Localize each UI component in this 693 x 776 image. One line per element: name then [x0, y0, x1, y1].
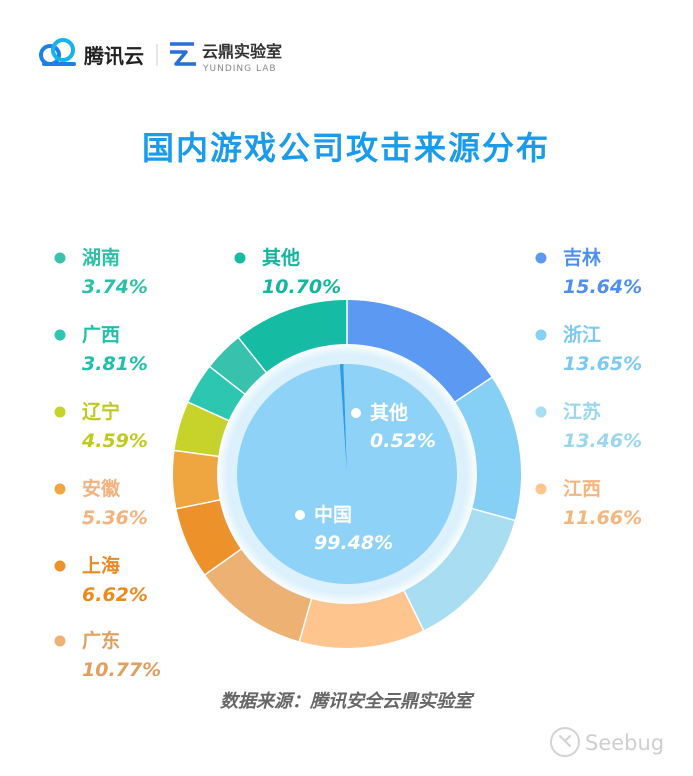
- legend-label: 湖南: [82, 247, 120, 269]
- legend-label: 安徽: [82, 477, 121, 500]
- inner-label-value: 99.48%: [314, 532, 393, 554]
- outer-slice-s38776: [188, 366, 245, 421]
- slice-separator: [471, 507, 516, 522]
- outer-slice-s99170: [404, 508, 515, 631]
- legend-value: 13.46%: [563, 430, 642, 452]
- legend-label: 江苏: [563, 400, 601, 423]
- legend-value: 4.59%: [81, 430, 148, 452]
- legend-label: 广东: [82, 629, 120, 652]
- slice-separator: [187, 401, 230, 422]
- legend-marker: [54, 406, 66, 418]
- legend-marker: [54, 560, 66, 572]
- legend-label: 其他: [262, 246, 300, 269]
- legend-label: 上海: [82, 554, 120, 577]
- legend-label: 江西: [563, 478, 601, 500]
- legend-label: 广西: [82, 323, 120, 346]
- legend-value: 15.64%: [563, 276, 642, 298]
- legend-value: 3.81%: [82, 353, 148, 375]
- legend-value: 11.66%: [563, 507, 642, 529]
- lab-name: 云鼎实验室: [202, 42, 282, 61]
- legend-marker: [54, 635, 66, 647]
- outer-slice-s57983: [238, 300, 347, 373]
- lab-name-en: YUNDING LAB: [202, 64, 277, 74]
- legend-label: 辽宁: [82, 400, 120, 423]
- tencent-cloud-logo: [39, 38, 76, 66]
- inner-slice-s66385: [339, 364, 347, 474]
- chart-title: 国内游戏公司攻击来源分布: [142, 129, 550, 167]
- inner-label-value: 0.52%: [370, 430, 436, 452]
- legend-marker: [535, 483, 547, 495]
- seebug-text: Seebug: [585, 731, 664, 755]
- outer-slice-s52243: [299, 590, 424, 648]
- legend-value: 6.62%: [82, 584, 148, 606]
- legend-marker: [54, 252, 66, 264]
- inner-slice-s22880: [236, 364, 457, 584]
- legend-marker: [54, 329, 66, 341]
- yunding-lab-logo: [170, 42, 196, 66]
- legend-value: 13.65%: [563, 353, 642, 375]
- outer-slice-s96130: [347, 300, 492, 402]
- slice-separator: [208, 365, 246, 396]
- slice-separator: [237, 336, 268, 374]
- legend-value: 5.36%: [82, 507, 148, 529]
- inner-label-dot: [295, 510, 305, 520]
- outer-slice-s67624: [176, 499, 241, 575]
- legend-marker: [54, 483, 66, 495]
- slice-separator: [298, 597, 313, 643]
- slice-separator: [403, 589, 425, 632]
- slice-separator: [203, 548, 243, 576]
- legend-value: 10.70%: [262, 276, 341, 298]
- legend-value: 10.77%: [82, 659, 161, 681]
- outer-slice-s61355: [455, 377, 521, 521]
- inner-label-name: 其他: [370, 401, 408, 424]
- slice-separator: [175, 499, 221, 510]
- outer-slice-s78946: [173, 450, 220, 509]
- legend-label: 吉林: [563, 246, 601, 269]
- seebug-watermark: [550, 727, 580, 757]
- slice-separator: [173, 449, 220, 458]
- legend-marker: [234, 252, 246, 264]
- legend-marker: [535, 329, 547, 341]
- legend-label: 浙江: [563, 323, 601, 346]
- outer-slice-s5848: [209, 337, 267, 394]
- tencent-cloud-wordmark: 腾讯云: [84, 44, 144, 68]
- inner-label-name: 中国: [314, 503, 352, 526]
- legend-marker: [535, 252, 547, 264]
- slice-separator: [453, 376, 494, 404]
- source-note: 数据来源：腾讯安全云鼎实验室: [220, 691, 475, 712]
- outer-slice-s88147: [174, 402, 229, 457]
- outer-slice-s67479: [205, 549, 312, 642]
- legend-marker: [535, 406, 547, 418]
- inner-label-dot: [351, 408, 361, 418]
- legend-value: 3.74%: [82, 276, 148, 298]
